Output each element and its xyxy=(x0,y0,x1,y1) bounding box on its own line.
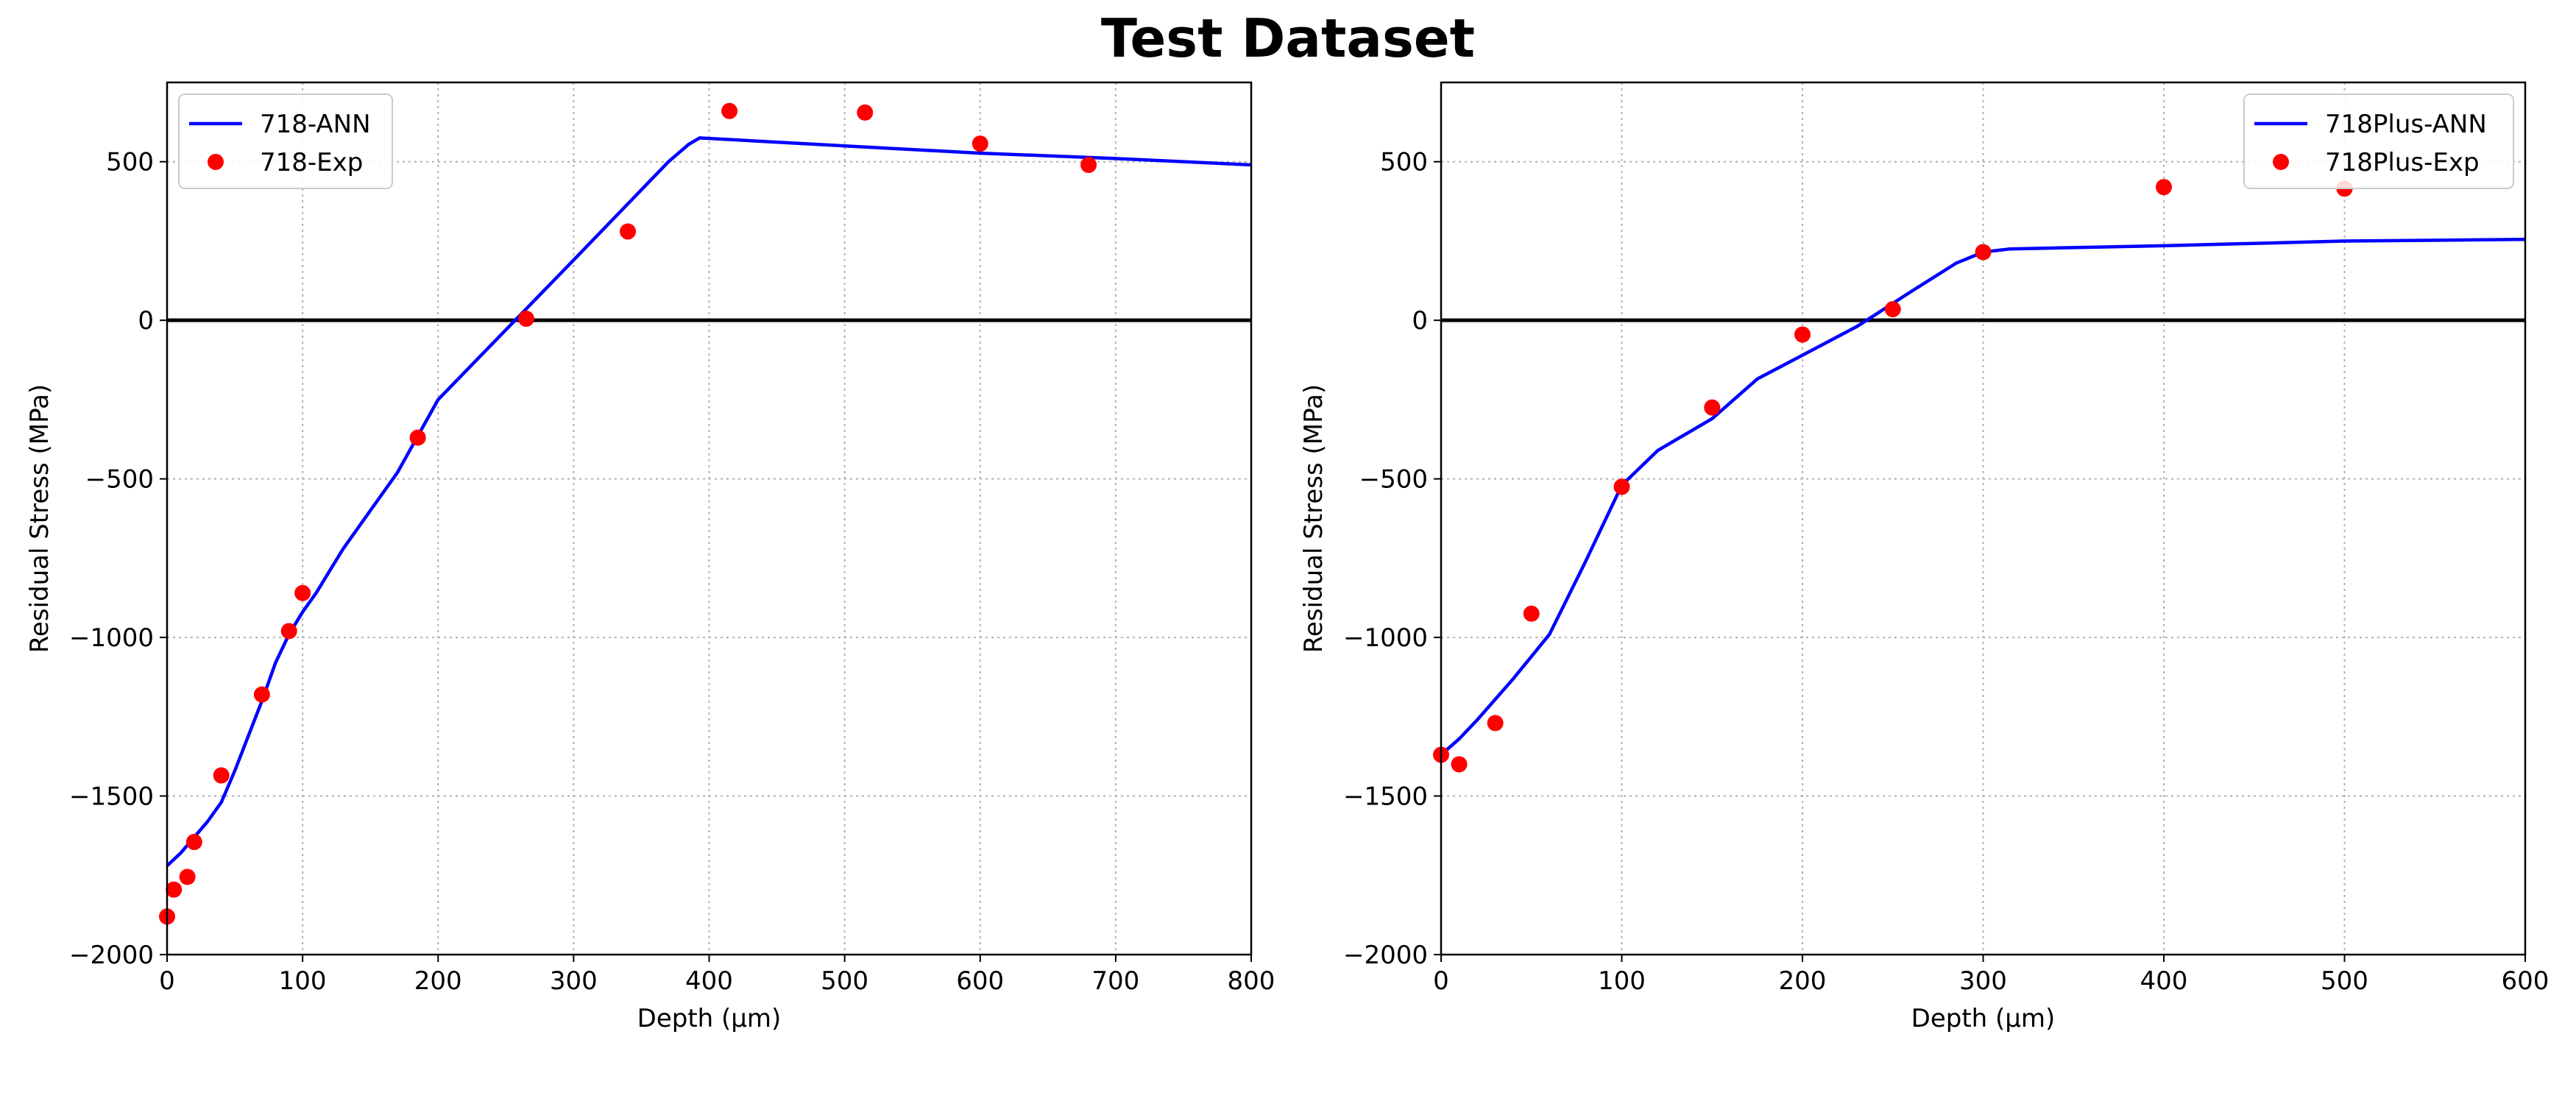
right-chart-panel: 0 100 200 300 400 500 600 −2000 −1500 −1000 −500 0 5… xyxy=(1299,81,2550,1033)
left-chart-panel: 0 100 200 300 400 500 600 700 800 −2000 −1500 −1000… xyxy=(25,81,1275,1033)
legend-label: 718-Exp xyxy=(260,148,363,177)
data-point xyxy=(1451,756,1468,773)
data-point xyxy=(972,135,988,152)
data-point xyxy=(1884,301,1901,318)
data-point xyxy=(721,102,738,119)
x-tick-label: 600 xyxy=(956,966,1004,996)
data-point xyxy=(185,834,202,851)
legend-label: 718Plus-ANN xyxy=(2325,110,2487,139)
y-tick-label: −1000 xyxy=(69,623,154,653)
x-tick-label: 500 xyxy=(821,966,868,996)
data-point xyxy=(1613,478,1630,495)
series-line-718-ann xyxy=(166,136,1252,867)
x-tick-label: 500 xyxy=(2321,966,2368,996)
legend-box xyxy=(2243,93,2514,189)
data-point xyxy=(1523,605,1540,622)
data-point xyxy=(280,623,297,640)
y-tick-label: −2000 xyxy=(1343,941,1428,970)
x-tick-label: 100 xyxy=(1598,966,1646,996)
figure-title: Test Dataset xyxy=(1100,7,1476,69)
data-point xyxy=(294,584,311,601)
x-tick-label: 200 xyxy=(414,966,462,996)
data-point xyxy=(517,311,534,328)
x-tick-label: 300 xyxy=(1959,966,2007,996)
legend-box xyxy=(178,93,393,189)
data-point xyxy=(2156,179,2172,196)
legend-marker-swatch xyxy=(208,154,224,170)
y-tick-label: −500 xyxy=(85,465,154,495)
data-point xyxy=(1080,157,1097,174)
data-point xyxy=(213,767,230,784)
x-tick-label: 0 xyxy=(1433,966,1449,996)
x-tick-label: 600 xyxy=(2502,966,2550,996)
data-point xyxy=(857,104,874,121)
x-tick-label: 200 xyxy=(1779,966,1827,996)
data-point xyxy=(166,881,183,898)
y-axis-label: Residual Stress (MPa) xyxy=(1299,384,1328,653)
data-point xyxy=(253,686,270,703)
x-tick-label: 400 xyxy=(685,966,733,996)
legend: 718-ANN 718-Exp xyxy=(178,93,393,189)
y-tick-label: −500 xyxy=(1359,465,1428,495)
y-tick-label: 0 xyxy=(1412,306,1428,336)
series-line-718plus-ann xyxy=(1440,238,2526,757)
data-point xyxy=(409,429,426,446)
legend-label: 718-ANN xyxy=(260,110,371,139)
x-tick-label: 400 xyxy=(2140,966,2188,996)
x-tick-label: 300 xyxy=(550,966,598,996)
x-tick-label: 0 xyxy=(159,966,175,996)
x-axis-label: Depth (μm) xyxy=(637,1004,782,1033)
legend-label: 718Plus-Exp xyxy=(2325,148,2480,177)
data-point xyxy=(179,868,196,885)
legend-marker-swatch xyxy=(2273,154,2289,170)
y-tick-label: 500 xyxy=(106,148,154,177)
x-tick-label: 700 xyxy=(1091,966,1139,996)
y-tick-label: 500 xyxy=(1380,148,1428,177)
data-point xyxy=(620,223,637,240)
x-tick-label: 800 xyxy=(1228,966,1275,996)
data-point xyxy=(1794,326,1811,343)
y-axis-label: Residual Stress (MPa) xyxy=(25,384,54,653)
data-point xyxy=(1704,399,1721,416)
y-tick-label: −1500 xyxy=(1343,782,1428,812)
x-tick-label: 100 xyxy=(279,966,327,996)
y-tick-label: 0 xyxy=(138,306,154,336)
y-tick-label: −1000 xyxy=(1343,623,1428,653)
y-tick-label: −2000 xyxy=(69,941,154,970)
y-tick-label: −1500 xyxy=(69,782,154,812)
data-point xyxy=(1975,244,1992,261)
x-axis-label: Depth (μm) xyxy=(1911,1004,2056,1033)
data-point xyxy=(1487,715,1504,732)
legend: 718Plus-ANN 718Plus-Exp xyxy=(2243,93,2514,189)
